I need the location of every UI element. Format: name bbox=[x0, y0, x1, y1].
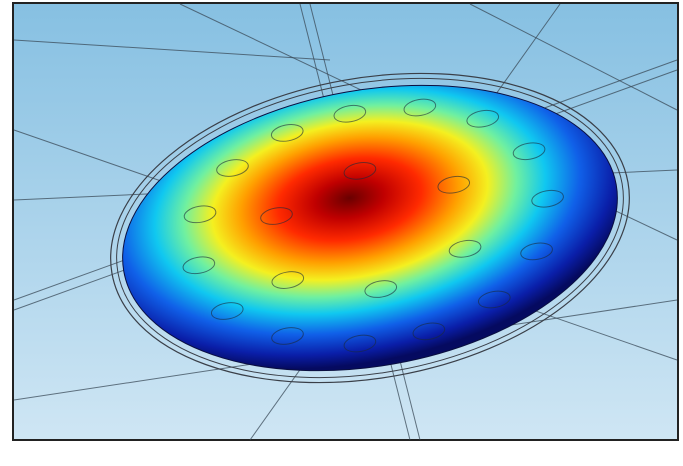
page bbox=[0, 0, 683, 466]
render bbox=[0, 0, 683, 466]
